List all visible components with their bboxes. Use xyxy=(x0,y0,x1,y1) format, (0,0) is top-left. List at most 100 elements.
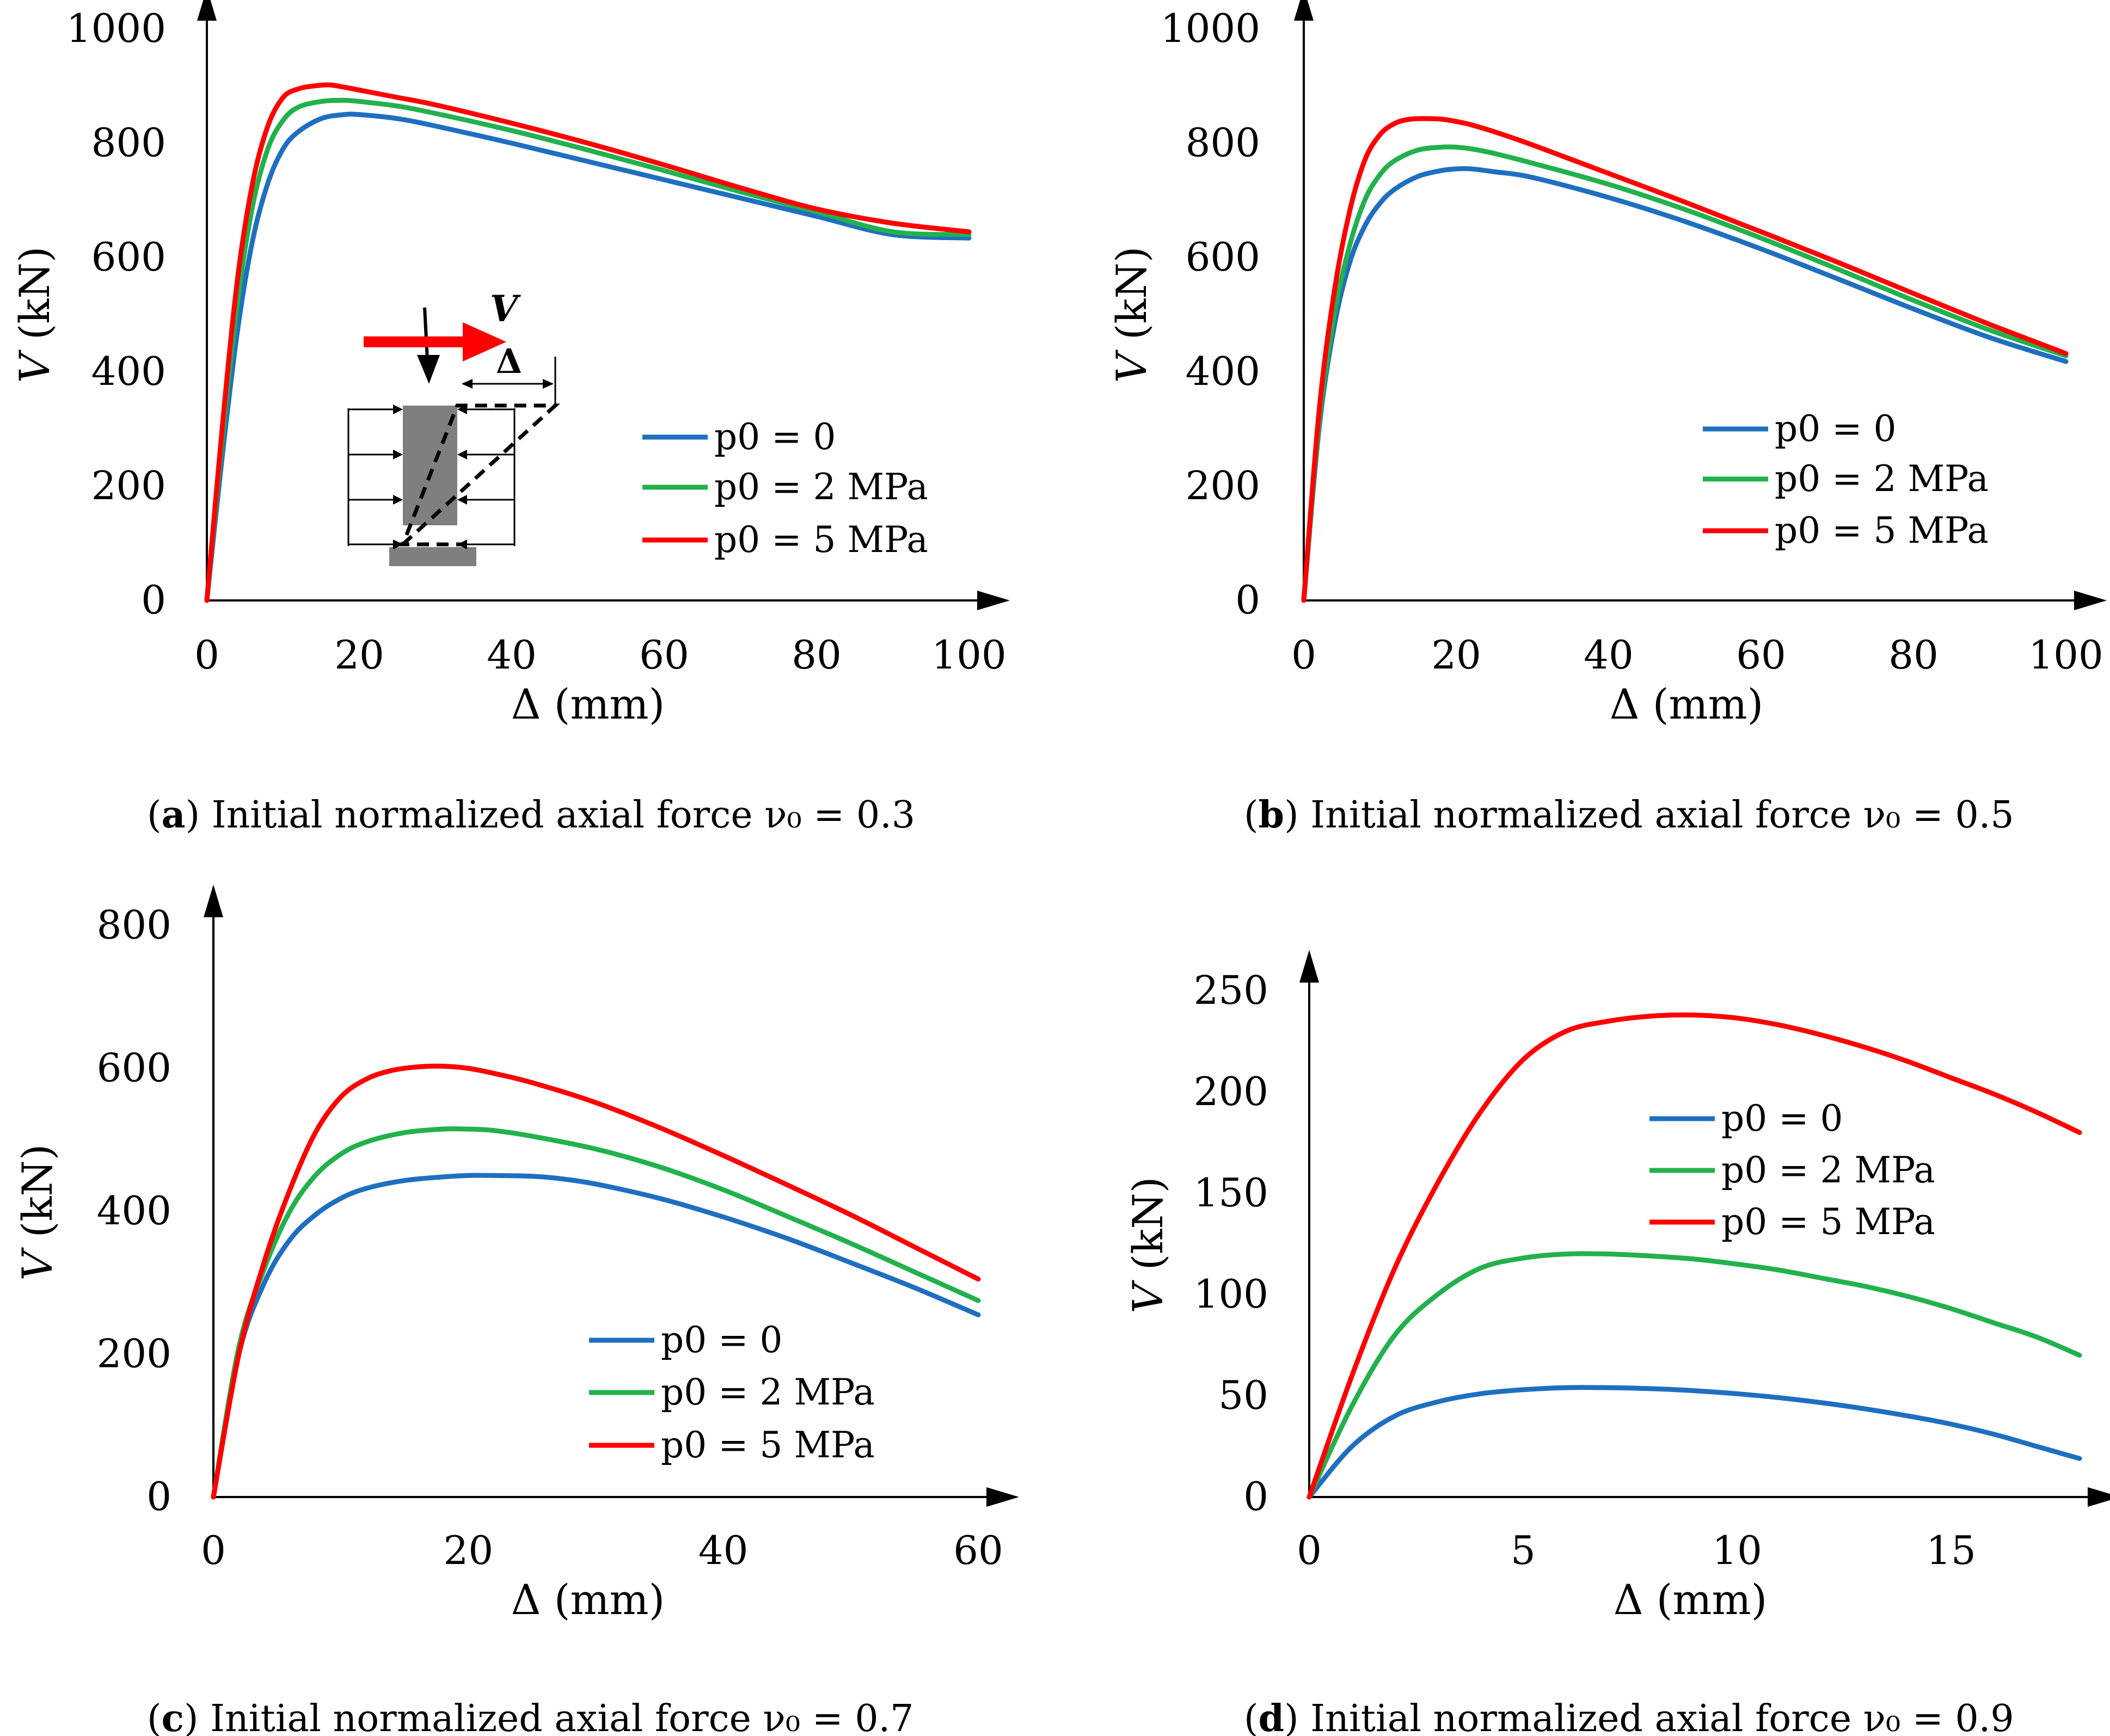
arrow-head-icon xyxy=(457,450,467,459)
caption: (a) Initial normalized axial force ν₀ = … xyxy=(147,793,915,837)
x-axis-label: Δ (mm) xyxy=(511,680,665,728)
legend-label: p0 = 2 MPa xyxy=(1775,458,1989,500)
y-tick-label: 0 xyxy=(1243,1474,1268,1519)
y-tick-label: 400 xyxy=(97,1188,171,1234)
series-line-p0-0 xyxy=(1307,1385,2082,1500)
y-tick-label: 600 xyxy=(91,234,166,280)
y-tick-label: 200 xyxy=(1194,1069,1268,1114)
y-axis-label: V (kN) xyxy=(1107,247,1156,383)
shear-force-label: V xyxy=(490,287,521,330)
shear-force-shaft xyxy=(364,336,467,347)
legend-label: p0 = 0 xyxy=(1775,408,1897,450)
arrow-head-icon xyxy=(457,404,467,414)
displacement-label: Δ xyxy=(496,341,522,381)
x-axis-arrow-icon xyxy=(986,1487,1019,1507)
legend-label: p0 = 0 xyxy=(714,416,836,458)
y-tick-label: 800 xyxy=(97,902,171,948)
y-axis-label: V (kN) xyxy=(1124,1177,1172,1314)
y-axis-arrow-icon xyxy=(204,885,223,917)
series-line-p0-5 xyxy=(211,1063,981,1500)
x-axis-label: Δ (mm) xyxy=(1614,1575,1767,1624)
y-tick-label: 200 xyxy=(91,463,166,508)
x-tick-label: 100 xyxy=(2028,632,2103,678)
column-shear-diagram: VΔ xyxy=(347,287,561,566)
y-tick-label: 0 xyxy=(141,577,166,623)
x-tick-label: 20 xyxy=(444,1528,494,1573)
arrow-head-icon xyxy=(393,495,403,505)
y-tick-label: 150 xyxy=(1194,1170,1268,1216)
y-tick-label: 250 xyxy=(1194,967,1268,1013)
y-tick-label: 400 xyxy=(91,348,166,394)
x-tick-label: 40 xyxy=(1584,632,1634,678)
axial-load-arrow-icon xyxy=(417,355,440,384)
series-line-p0-5 xyxy=(1307,1012,2082,1500)
y-axis-arrow-icon xyxy=(1294,0,1314,21)
y-tick-label: 200 xyxy=(1186,463,1260,508)
arrow-head-icon xyxy=(457,495,467,505)
caption: (c) Initial normalized axial force ν₀ = … xyxy=(147,1697,913,1736)
x-axis-arrow-icon xyxy=(2088,1487,2110,1507)
x-axis-arrow-icon xyxy=(2074,591,2107,610)
x-tick-label: 15 xyxy=(1926,1528,1976,1573)
caption: (d) Initial normalized axial force ν₀ = … xyxy=(1244,1697,2014,1736)
x-tick-label: 20 xyxy=(1431,632,1481,678)
y-tick-label: 800 xyxy=(91,120,166,165)
arrow-head-icon xyxy=(457,539,467,549)
legend-label: p0 = 0 xyxy=(661,1319,783,1361)
arrow-head-icon xyxy=(462,379,473,389)
legend-label: p0 = 5 MPa xyxy=(714,519,928,561)
arrow-head-icon xyxy=(393,539,403,549)
legend-label: p0 = 5 MPa xyxy=(1721,1201,1935,1243)
y-axis-label: V (kN) xyxy=(13,1144,62,1281)
x-tick-label: 0 xyxy=(1297,1528,1322,1573)
y-tick-label: 1000 xyxy=(66,5,166,51)
arrow-head-icon xyxy=(543,379,554,389)
y-axis-arrow-icon xyxy=(1299,950,1319,983)
series-line-p0-0 xyxy=(211,1173,981,1500)
x-tick-label: 60 xyxy=(1736,632,1786,678)
x-tick-label: 100 xyxy=(931,632,1006,678)
legend-label: p0 = 2 MPa xyxy=(661,1371,875,1413)
y-tick-label: 600 xyxy=(1186,234,1260,280)
x-axis-label: Δ (mm) xyxy=(511,1575,665,1624)
y-tick-label: 400 xyxy=(1186,348,1260,394)
y-tick-label: 0 xyxy=(1235,577,1260,623)
series-line-p0-2 xyxy=(204,97,972,603)
column-base xyxy=(389,547,476,566)
y-tick-label: 50 xyxy=(1218,1372,1268,1418)
y-tick-label: 0 xyxy=(146,1474,171,1519)
x-axis-arrow-icon xyxy=(977,591,1010,610)
y-tick-label: 200 xyxy=(97,1331,171,1377)
x-tick-label: 40 xyxy=(487,632,537,678)
y-tick-label: 100 xyxy=(1194,1271,1268,1317)
legend-label: p0 = 5 MPa xyxy=(661,1424,875,1466)
y-axis-label: V (kN) xyxy=(10,247,59,383)
arrow-head-icon xyxy=(393,404,403,414)
caption: (b) Initial normalized axial force ν₀ = … xyxy=(1244,793,2014,837)
axial-load-shaft xyxy=(423,307,429,360)
y-tick-label: 800 xyxy=(1186,120,1260,165)
x-tick-label: 40 xyxy=(698,1528,749,1573)
x-tick-label: 0 xyxy=(194,632,219,678)
legend-label: p0 = 0 xyxy=(1721,1097,1843,1139)
series-line-p0-2 xyxy=(1307,1251,2082,1500)
x-tick-label: 60 xyxy=(639,632,689,678)
x-tick-label: 60 xyxy=(953,1528,1003,1573)
legend-label: p0 = 2 MPa xyxy=(714,466,928,508)
series-line-p0-5 xyxy=(204,82,972,603)
deformed-shape-outline xyxy=(401,403,561,546)
series-line-p0-0 xyxy=(1301,166,2069,603)
y-tick-label: 600 xyxy=(97,1045,171,1091)
series-line-p0-0 xyxy=(204,112,972,603)
series-line-p0-2 xyxy=(211,1126,981,1500)
x-tick-label: 0 xyxy=(201,1528,226,1573)
series-line-p0-5 xyxy=(1301,116,2069,603)
x-tick-label: 20 xyxy=(334,632,384,678)
legend-label: p0 = 2 MPa xyxy=(1721,1149,1935,1191)
x-tick-label: 10 xyxy=(1712,1528,1762,1573)
